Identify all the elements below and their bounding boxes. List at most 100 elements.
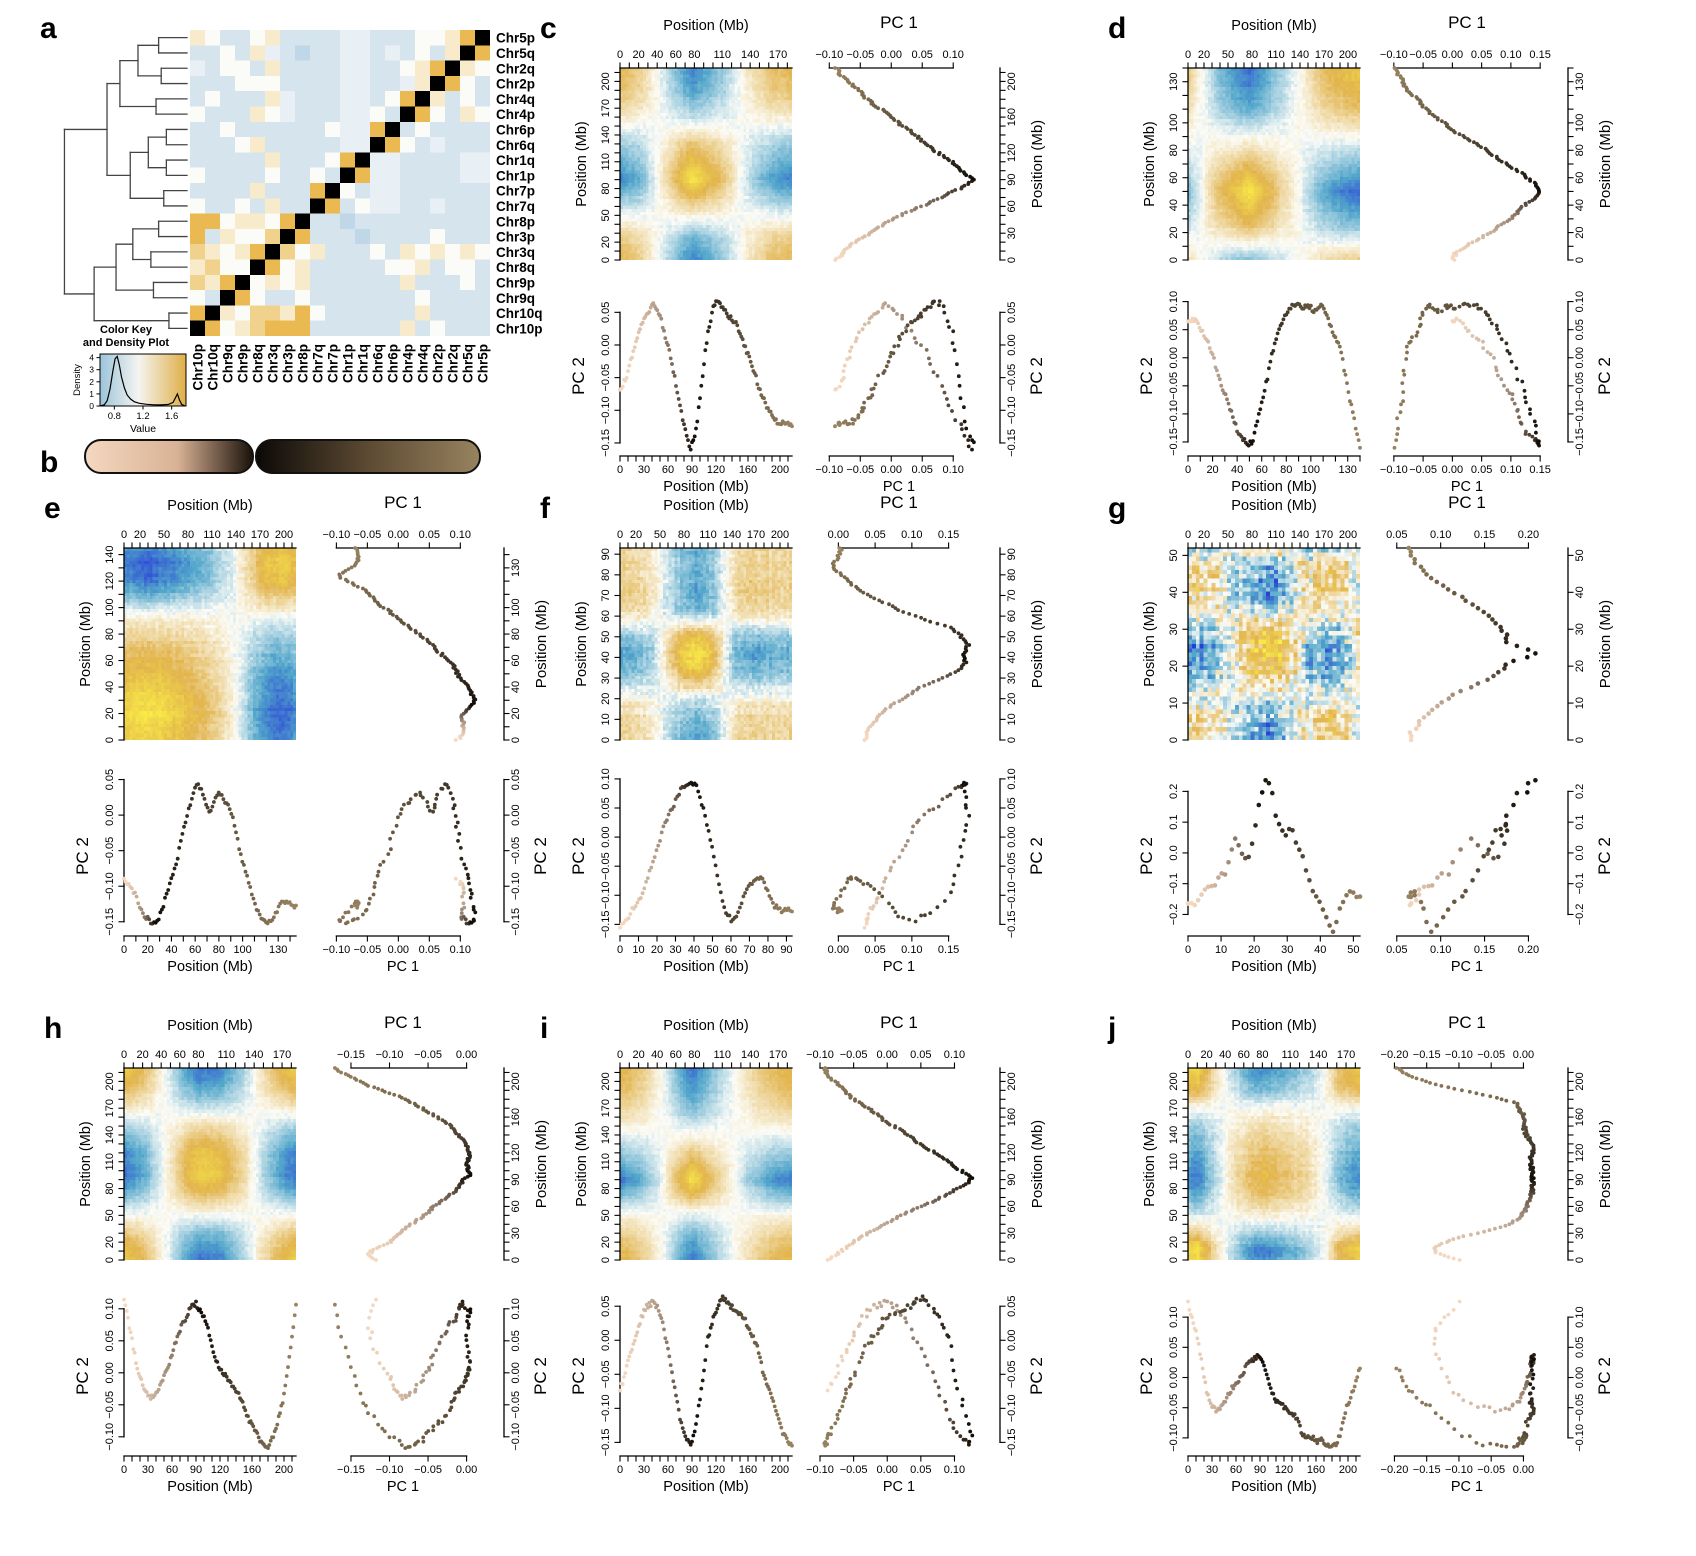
svg-text:10: 10 [632, 944, 644, 956]
svg-text:80: 80 [1006, 569, 1018, 581]
heatmap-y-title: Position (Mb) [78, 1121, 94, 1206]
svg-text:0.10: 0.10 [450, 529, 471, 541]
pc2-plot-x-title: Position (Mb) [663, 1479, 748, 1495]
svg-text:−0.05: −0.05 [1409, 49, 1437, 61]
svg-text:120: 120 [707, 464, 725, 476]
pc12-plot-x-title: PC 1 [387, 959, 419, 975]
svg-text:−0.10: −0.10 [376, 1049, 404, 1061]
svg-text:90: 90 [1006, 174, 1018, 186]
svg-text:−0.05: −0.05 [840, 1464, 868, 1476]
svg-text:60: 60 [1230, 1464, 1242, 1476]
pc12-plot-x-title: PC 1 [1451, 959, 1483, 975]
svg-text:0.10: 0.10 [104, 1298, 116, 1319]
svg-text:60: 60 [189, 944, 201, 956]
svg-text:−0.05: −0.05 [1574, 372, 1586, 400]
panel-h-pc1-points [333, 1066, 473, 1262]
svg-text:40: 40 [651, 1049, 663, 1061]
svg-text:10: 10 [600, 713, 612, 725]
svg-text:−0.05: −0.05 [104, 1391, 116, 1419]
svg-text:0.00: 0.00 [881, 464, 902, 476]
svg-text:40: 40 [600, 651, 612, 663]
svg-text:−0.10: −0.10 [1445, 1049, 1473, 1061]
svg-text:−0.05: −0.05 [600, 1360, 612, 1388]
svg-text:0.00: 0.00 [1006, 1330, 1018, 1351]
heatmap-x-title: Position (Mb) [167, 498, 252, 514]
svg-text:0: 0 [617, 464, 623, 476]
heatmap-x-title: Position (Mb) [663, 18, 748, 34]
svg-text:−0.15: −0.15 [510, 908, 522, 936]
svg-text:40: 40 [1219, 1049, 1231, 1061]
svg-text:0.05: 0.05 [1471, 49, 1492, 61]
svg-text:0.00: 0.00 [456, 1049, 477, 1061]
svg-text:−0.05: −0.05 [1477, 1464, 1505, 1476]
panel-a-heatmap [190, 30, 490, 336]
svg-text:0.00: 0.00 [1513, 1464, 1534, 1476]
pc12-plot-x-title: PC 1 [1451, 1479, 1483, 1495]
svg-text:200: 200 [1339, 1464, 1357, 1476]
svg-text:80: 80 [600, 1182, 612, 1194]
svg-text:−0.05: −0.05 [846, 464, 874, 476]
heatmap-x-title: Position (Mb) [1231, 498, 1316, 514]
panel-c-pc1pc2-points [833, 299, 976, 452]
svg-text:10: 10 [1168, 697, 1180, 709]
svg-text:120: 120 [1574, 1144, 1586, 1162]
pc1-plot-right-title: Position (Mb) [1597, 1120, 1614, 1208]
svg-text:0.05: 0.05 [1471, 464, 1492, 476]
svg-text:30: 30 [638, 1464, 650, 1476]
svg-text:−0.05: −0.05 [1477, 1049, 1505, 1061]
svg-text:0.05: 0.05 [1006, 302, 1018, 323]
panel-e-pc2-points [122, 782, 298, 926]
svg-text:0.05: 0.05 [1168, 319, 1180, 340]
svg-text:30: 30 [1281, 944, 1293, 956]
color-key-gradient [100, 354, 186, 406]
svg-text:30: 30 [600, 672, 612, 684]
svg-text:80: 80 [600, 569, 612, 581]
svg-text:200: 200 [771, 1464, 789, 1476]
svg-text:30: 30 [1206, 1464, 1218, 1476]
svg-text:−0.10: −0.10 [322, 529, 350, 541]
svg-text:80: 80 [104, 628, 116, 640]
svg-text:100: 100 [1574, 114, 1586, 132]
panel-f-pc2-points [618, 780, 794, 930]
svg-text:20: 20 [136, 1049, 148, 1061]
pc12-plot-x-title: PC 1 [883, 959, 915, 975]
svg-text:0: 0 [1185, 1464, 1191, 1476]
heatmap-y-title: Position (Mb) [1142, 1121, 1158, 1206]
svg-text:60: 60 [166, 1464, 178, 1476]
svg-text:60: 60 [1006, 610, 1018, 622]
svg-text:−0.05: −0.05 [840, 1049, 868, 1061]
col-label-Chr6q: Chr6q [371, 344, 386, 383]
pc1-plot-right-title: Position (Mb) [1597, 600, 1614, 688]
svg-text:160: 160 [243, 1464, 261, 1476]
svg-text:0: 0 [1574, 737, 1586, 743]
pc2-plot-x-title: Position (Mb) [1231, 1479, 1316, 1495]
svg-text:−0.05: −0.05 [1006, 852, 1018, 880]
svg-text:0: 0 [121, 944, 127, 956]
svg-text:130: 130 [1168, 73, 1180, 91]
svg-text:−0.10: −0.10 [376, 1464, 404, 1476]
svg-text:120: 120 [1006, 1144, 1018, 1162]
svg-text:170: 170 [747, 529, 765, 541]
svg-text:90: 90 [600, 548, 612, 560]
svg-text:60: 60 [510, 1200, 522, 1212]
svg-text:0: 0 [1185, 529, 1191, 541]
svg-text:20: 20 [1168, 660, 1180, 672]
svg-text:0.0: 0.0 [1574, 845, 1586, 860]
svg-text:160: 160 [1006, 108, 1018, 126]
col-label-Chr3q: Chr3q [266, 344, 281, 383]
svg-text:80: 80 [1256, 1049, 1268, 1061]
pc2-plot-x-title: Position (Mb) [663, 479, 748, 495]
svg-text:110: 110 [1267, 49, 1285, 61]
svg-text:−0.10: −0.10 [1006, 881, 1018, 909]
svg-text:30: 30 [1006, 672, 1018, 684]
row-label-Chr8q: Chr8q [496, 260, 535, 275]
svg-text:0.05: 0.05 [510, 769, 522, 790]
svg-text:0: 0 [600, 737, 612, 743]
svg-text:90: 90 [686, 1464, 698, 1476]
svg-text:80: 80 [1246, 529, 1258, 541]
svg-text:140: 140 [1309, 1049, 1327, 1061]
pc1-plot-title: PC 1 [880, 13, 918, 32]
svg-text:80: 80 [192, 1049, 204, 1061]
pc2-plot-title: PC 2 [569, 1357, 588, 1395]
col-label-Chr1q: Chr1q [356, 344, 371, 383]
